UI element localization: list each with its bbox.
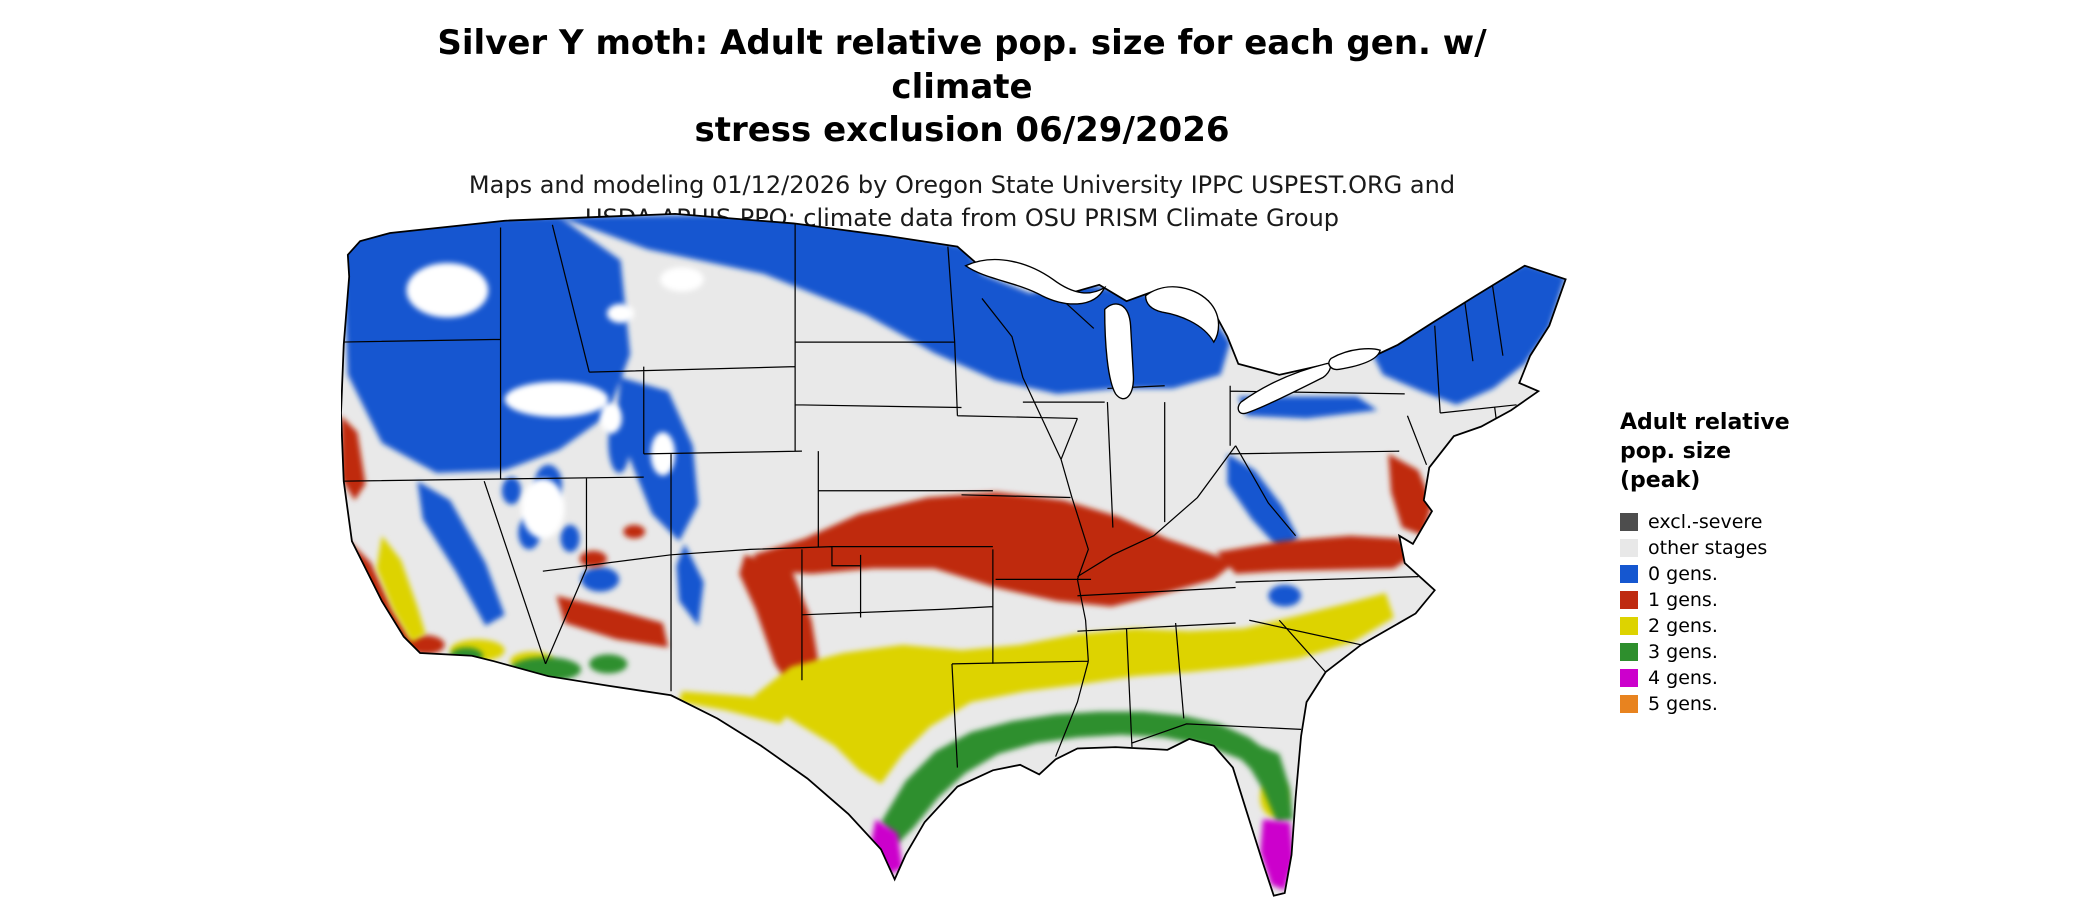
zone-no-data-white — [406, 262, 704, 539]
legend-item: excl.-severe — [1620, 509, 1890, 535]
us-map — [341, 212, 1567, 897]
map-subtitle-line1: Maps and modeling 01/12/2026 by Oregon S… — [468, 170, 1456, 199]
zone-0-gens — [341, 213, 1566, 626]
legend-swatch — [1620, 513, 1638, 532]
legend-label: 4 gens. — [1648, 667, 1718, 690]
legend-item: 3 gens. — [1620, 639, 1890, 665]
header: Silver Y moth: Adult relative pop. size … — [362, 22, 1562, 236]
map-title: Silver Y moth: Adult relative pop. size … — [362, 22, 1562, 153]
map-subtitle: Maps and modeling 01/12/2026 by Oregon S… — [362, 169, 1562, 236]
legend-title: Adult relative pop. size (peak) — [1620, 410, 1790, 494]
legend-item: 5 gens. — [1620, 691, 1890, 717]
legend-item: 1 gens. — [1620, 587, 1890, 613]
legend-label: other stages — [1648, 537, 1768, 560]
map-title-line2: stress exclusion 06/29/2026 — [694, 110, 1230, 151]
lake-ontario — [1328, 348, 1381, 371]
legend-item: other stages — [1620, 535, 1890, 561]
legend-label: 5 gens. — [1648, 693, 1718, 716]
legend-items: excl.-severe other stages 0 gens. 1 gens… — [1620, 509, 1890, 717]
legend-item: 2 gens. — [1620, 613, 1890, 639]
legend-label: 2 gens. — [1648, 615, 1718, 638]
legend-swatch — [1620, 539, 1638, 558]
legend-label: 1 gens. — [1648, 589, 1718, 612]
legend-label: excl.-severe — [1648, 511, 1763, 534]
legend-label: 0 gens. — [1648, 563, 1718, 586]
legend-item: 4 gens. — [1620, 665, 1890, 691]
legend-swatch — [1620, 617, 1638, 636]
state-borders — [341, 222, 1517, 768]
lake-superior — [964, 258, 1107, 305]
lake-erie — [1237, 362, 1332, 415]
great-lakes — [964, 258, 1381, 415]
zone-4-gens — [870, 819, 1295, 891]
legend-label: 3 gens. — [1648, 641, 1718, 664]
us-map-container — [341, 211, 1582, 900]
legend-swatch — [1620, 643, 1638, 662]
legend-swatch — [1620, 695, 1638, 714]
map-title-line1: Silver Y moth: Adult relative pop. size … — [437, 23, 1487, 107]
legend-item: 0 gens. — [1620, 561, 1890, 587]
legend-swatch — [1620, 591, 1638, 610]
legend-swatch — [1620, 565, 1638, 584]
zone-1-gens — [341, 415, 1432, 700]
legend: Adult relative pop. size (peak) excl.-se… — [1620, 408, 1890, 717]
lake-michigan — [1104, 303, 1135, 400]
lake-huron — [1144, 286, 1220, 344]
legend-swatch — [1620, 669, 1638, 688]
